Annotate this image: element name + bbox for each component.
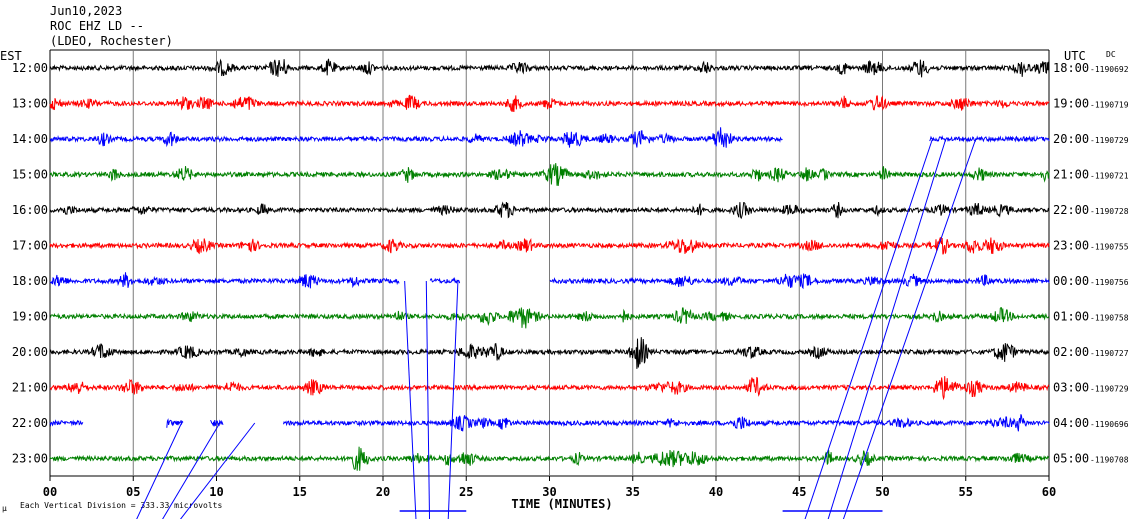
trace-2000 bbox=[49, 337, 1050, 369]
trace-1400 bbox=[49, 127, 1050, 148]
dc-offset-label: -1190729 bbox=[1090, 136, 1129, 145]
trace-1300 bbox=[49, 94, 1050, 113]
utc-time-label: 04:00 bbox=[1053, 416, 1089, 430]
est-time-label: 14:00 bbox=[12, 132, 48, 146]
trace-1800 bbox=[49, 272, 1050, 290]
est-time-label: 19:00 bbox=[12, 310, 48, 324]
glitch-line bbox=[162, 422, 221, 519]
dc-offset-label: -1190696 bbox=[1090, 420, 1129, 429]
x-tick-label: 05 bbox=[126, 485, 140, 499]
est-time-label: 20:00 bbox=[12, 345, 48, 359]
utc-time-label: 20:00 bbox=[1053, 132, 1089, 146]
x-tick-label: 15 bbox=[293, 485, 307, 499]
est-time-label: 18:00 bbox=[12, 274, 48, 288]
est-time-label: 12:00 bbox=[12, 61, 48, 75]
x-tick-label: 20 bbox=[376, 485, 390, 499]
dc-offset-label: -1190727 bbox=[1090, 349, 1129, 358]
trace-2200 bbox=[49, 414, 1050, 432]
network-name: (LDEO, Rochester) bbox=[50, 34, 173, 48]
record-date: Jun10,2023 bbox=[50, 4, 123, 18]
utc-time-label: 01:00 bbox=[1053, 310, 1089, 324]
x-tick-label: 30 bbox=[542, 485, 556, 499]
utc-time-label: 02:00 bbox=[1053, 345, 1089, 359]
x-tick-label: 60 bbox=[1042, 485, 1056, 499]
est-time-label: 22:00 bbox=[12, 416, 48, 430]
glitch-line bbox=[179, 422, 256, 519]
glitch-line bbox=[447, 280, 459, 519]
dc-offset-label: -1190756 bbox=[1090, 278, 1129, 287]
est-time-label: 13:00 bbox=[12, 97, 48, 111]
utc-time-label: 05:00 bbox=[1053, 452, 1089, 466]
dc-offset-label: -1190755 bbox=[1090, 243, 1129, 252]
utc-time-label: 00:00 bbox=[1053, 274, 1089, 288]
dc-offset-label: -1190721 bbox=[1090, 172, 1129, 181]
dc-offset-label: -1190692 bbox=[1090, 65, 1129, 74]
station-code: ROC EHZ LD -- bbox=[50, 19, 144, 33]
dc-note: DC bbox=[1106, 50, 1116, 59]
est-time-label: 16:00 bbox=[12, 203, 48, 217]
est-time-label: 23:00 bbox=[12, 452, 48, 466]
x-tick-label: 10 bbox=[209, 485, 223, 499]
glitch-line bbox=[425, 280, 431, 519]
trace-1500 bbox=[49, 163, 1050, 186]
dc-offset-label: -1190758 bbox=[1090, 314, 1129, 323]
x-tick-label: 35 bbox=[626, 485, 640, 499]
est-time-label: 17:00 bbox=[12, 239, 48, 253]
x-tick-label: 50 bbox=[875, 485, 889, 499]
x-tick-label: 25 bbox=[459, 485, 473, 499]
dc-offset-label: -1190729 bbox=[1090, 385, 1129, 394]
est-time-label: 15:00 bbox=[12, 168, 48, 182]
trace-1700 bbox=[49, 237, 1050, 255]
left-axis-label: EST bbox=[0, 49, 22, 63]
glitch-line bbox=[136, 422, 182, 519]
utc-time-label: 23:00 bbox=[1053, 239, 1089, 253]
trace-1600 bbox=[49, 201, 1050, 220]
trace-1200 bbox=[49, 58, 1050, 78]
x-tick-label: 40 bbox=[709, 485, 723, 499]
corner-mark: μ bbox=[2, 504, 7, 513]
x-tick-label: 00 bbox=[43, 485, 57, 499]
trace-2100 bbox=[49, 376, 1050, 401]
dc-offset-label: -1190728 bbox=[1090, 207, 1129, 216]
utc-time-label: 03:00 bbox=[1053, 381, 1089, 395]
glitch-line bbox=[404, 280, 417, 519]
utc-time-label: 18:00 bbox=[1053, 61, 1089, 75]
trace-2300 bbox=[49, 446, 1050, 471]
right-axis-label: UTC bbox=[1064, 49, 1086, 63]
glitch-line bbox=[827, 138, 947, 519]
utc-time-label: 22:00 bbox=[1053, 203, 1089, 217]
scale-note: Each Vertical Division = 333.33 microvol… bbox=[20, 501, 222, 510]
utc-time-label: 19:00 bbox=[1053, 97, 1089, 111]
x-tick-label: 45 bbox=[792, 485, 806, 499]
dc-offset-label: -1190719 bbox=[1090, 101, 1129, 110]
utc-time-label: 21:00 bbox=[1053, 168, 1089, 182]
x-axis-label: TIME (MINUTES) bbox=[511, 497, 612, 511]
glitch-line bbox=[804, 138, 933, 519]
trace-1900 bbox=[49, 307, 1050, 329]
dc-offset-label: -1190708 bbox=[1090, 456, 1129, 465]
est-time-label: 21:00 bbox=[12, 381, 48, 395]
x-tick-label: 55 bbox=[959, 485, 973, 499]
glitch-line bbox=[842, 138, 977, 519]
